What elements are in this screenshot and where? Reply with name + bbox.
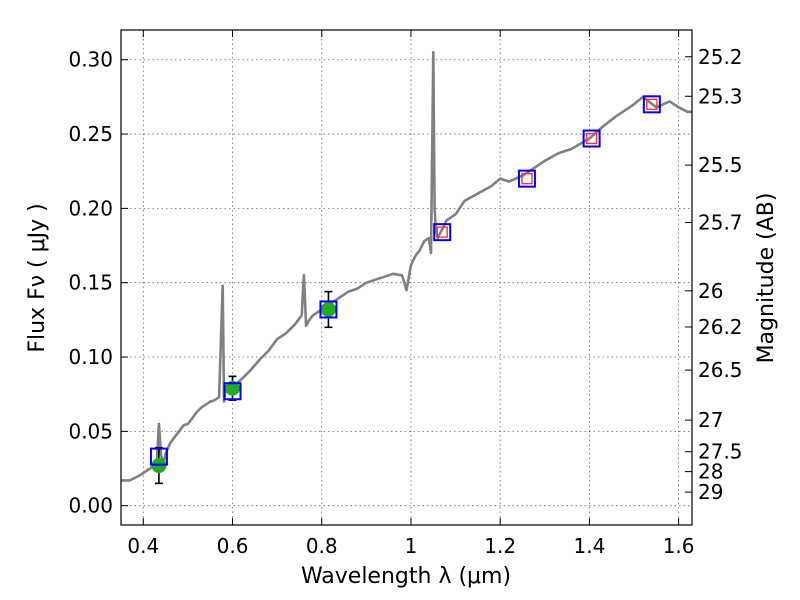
data-point-circle: [225, 380, 241, 396]
right-axis-tick-label: 26.2: [698, 315, 743, 339]
tick-labels: 0.4 0.6 0.8 1 1.2 1.4 1.6 0.00 0.05 0.10 0.15 0.20 0…: [68, 45, 742, 558]
x-tick-label: 1.6: [663, 534, 695, 558]
data-point-square: [223, 382, 242, 401]
right-axis-tick-label: 26: [698, 279, 723, 303]
data-point-circle: [320, 301, 336, 317]
right-axis-tick-label: 27: [698, 408, 723, 432]
data-point-square: [517, 169, 536, 188]
data-point-inner-square: [436, 226, 448, 238]
right-axis-tick-label: 25.7: [698, 210, 743, 234]
y-tick-label: 0.00: [68, 494, 113, 518]
data-point-inner-square: [585, 132, 598, 145]
right-axis-title: Magnitude (AB): [754, 193, 779, 364]
x-tick-label: 0.8: [306, 534, 338, 558]
data-point-inner-square: [521, 172, 533, 185]
data-point-inner-square: [646, 98, 658, 111]
photometry-points: [149, 95, 661, 485]
data-point-square: [433, 223, 452, 242]
right-axis-tick-label: 29: [698, 480, 723, 504]
x-tick-label: 0.6: [217, 534, 249, 558]
y-tick-label: 0.25: [68, 122, 113, 146]
right-axis-tick-label: 26.5: [698, 358, 743, 382]
right-axis-tick-label: 28: [698, 460, 723, 484]
spectrum-line: [121, 51, 692, 482]
right-axis-tick-label: 27.5: [698, 440, 743, 464]
y-tick-label: 0.30: [68, 48, 113, 72]
axis-ticks: [121, 30, 692, 525]
data-point-square: [149, 447, 168, 466]
y-axis-title: Flux Fν ( μJy ): [25, 203, 50, 352]
data-point-square: [582, 129, 601, 148]
x-tick-label: 1.4: [573, 534, 605, 558]
right-axis-tick-label: 25.3: [698, 84, 743, 108]
grid-lines: [121, 30, 692, 525]
right-axis-tick-label: 25.5: [698, 153, 743, 177]
x-axis-title: Wavelength λ (μm): [301, 564, 511, 589]
x-tick-label: 1: [405, 534, 418, 558]
x-tick-label: 0.4: [127, 534, 159, 558]
data-point-square: [319, 300, 338, 319]
spectrum-series: [121, 51, 692, 482]
x-tick-label: 1.2: [484, 534, 516, 558]
data-point-square: [642, 95, 661, 114]
y-tick-label: 0.20: [68, 196, 113, 220]
plot-frame: [120, 29, 693, 526]
right-axis-tick-label: 25.2: [698, 45, 743, 69]
y-tick-label: 0.15: [68, 271, 113, 295]
y-tick-label: 0.05: [68, 419, 113, 443]
y-tick-label: 0.10: [68, 345, 113, 369]
